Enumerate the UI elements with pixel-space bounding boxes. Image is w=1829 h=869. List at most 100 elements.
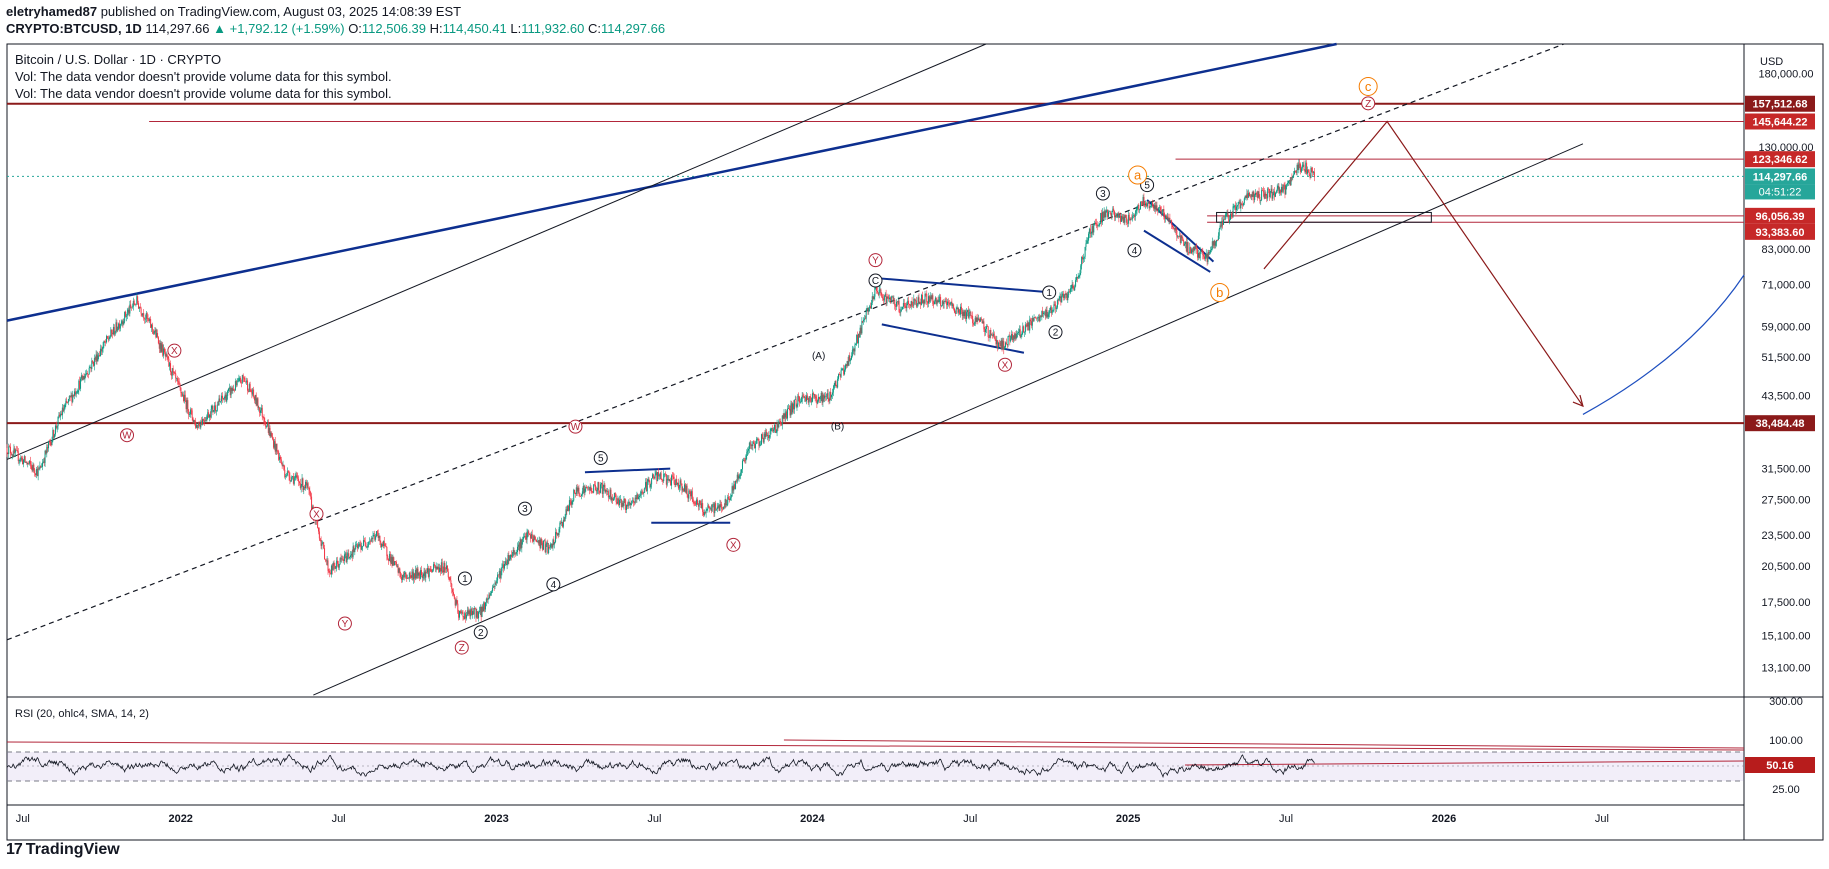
candle-309 xyxy=(273,439,275,450)
candle-body xyxy=(80,378,82,389)
candle-body xyxy=(981,320,983,324)
candle-721 xyxy=(630,502,632,509)
candle-1279 xyxy=(1113,206,1115,215)
elliott-label-15: C xyxy=(868,273,883,288)
candle-body xyxy=(355,544,357,550)
candle-1214 xyxy=(1056,298,1058,310)
candle-body xyxy=(694,502,696,504)
candle-1274 xyxy=(1108,210,1110,212)
candle-543 xyxy=(476,608,478,619)
candle-1373 xyxy=(1194,244,1196,254)
candle-549 xyxy=(481,604,483,618)
candle-body xyxy=(1070,288,1072,289)
candle-1506 xyxy=(1309,173,1311,180)
candle-1149 xyxy=(1000,337,1002,350)
candle-528 xyxy=(463,615,465,620)
price-axis[interactable]: 180,000.00130,000.0083,000.0071,000.0059… xyxy=(1758,68,1813,674)
candle-1335 xyxy=(1161,209,1163,216)
candle-body xyxy=(741,460,743,470)
candle-body xyxy=(641,491,643,493)
candle-body xyxy=(484,602,486,610)
tradingview-logo[interactable]: 17 TradingView xyxy=(6,841,120,859)
candle-461 xyxy=(405,571,407,580)
candle-1153 xyxy=(1004,345,1006,351)
candle-482 xyxy=(423,567,425,580)
candle-body xyxy=(735,480,737,482)
candle-1218 xyxy=(1060,293,1062,306)
candle-body xyxy=(536,539,538,542)
candle-256 xyxy=(228,387,230,393)
candle-body xyxy=(169,363,171,367)
candle-body xyxy=(590,486,592,492)
candle-body xyxy=(1309,175,1311,178)
candle-259 xyxy=(230,385,232,399)
candle-951 xyxy=(829,391,831,404)
candle-184 xyxy=(165,351,167,358)
candle-body xyxy=(898,301,900,312)
time-axis[interactable]: Jul 2022 Jul 2023 Jul 2024 Jul 2025 Jul 2026 Jul xyxy=(16,813,1609,825)
candle-body xyxy=(265,423,267,427)
candle-body xyxy=(673,476,675,484)
candle-body xyxy=(609,489,611,497)
candle-body xyxy=(329,572,331,574)
candle-body xyxy=(665,474,667,485)
candle-825 xyxy=(720,500,722,508)
candle-body xyxy=(401,577,403,580)
candle-794 xyxy=(693,500,695,507)
candle-178 xyxy=(160,340,162,354)
candle-400 xyxy=(352,542,354,559)
candle-107 xyxy=(99,351,101,357)
candle-body xyxy=(802,395,804,397)
candle-1287 xyxy=(1120,212,1122,225)
candle-body xyxy=(1236,206,1238,211)
candle-1100 xyxy=(958,307,960,316)
candle-117 xyxy=(107,335,109,343)
candle-646 xyxy=(565,506,567,519)
author-name[interactable]: eletryhamed87 xyxy=(6,4,98,19)
candle-185 xyxy=(166,353,168,361)
candle-body xyxy=(392,557,394,566)
candle-1137 xyxy=(990,327,992,339)
candle-body xyxy=(648,479,650,482)
candle-body xyxy=(375,531,377,537)
candle-body xyxy=(297,476,299,479)
candle-570 xyxy=(499,568,501,583)
candle-395 xyxy=(348,549,350,560)
candle-body xyxy=(386,547,388,557)
candle-body xyxy=(267,423,269,433)
candle-body xyxy=(744,460,746,461)
candle-body xyxy=(693,502,695,504)
candle-body xyxy=(354,549,356,553)
candle-95 xyxy=(88,365,90,375)
candle-body xyxy=(1075,280,1077,287)
candle-body xyxy=(1064,294,1066,295)
candle-365 xyxy=(322,541,324,545)
candle-90 xyxy=(84,373,86,383)
candle-544 xyxy=(477,610,479,620)
candle-body xyxy=(541,539,543,543)
candle-834 xyxy=(728,493,730,501)
candle-body xyxy=(767,435,769,439)
candle-72 xyxy=(68,395,70,402)
candle-body xyxy=(889,297,891,301)
candle-845 xyxy=(737,472,739,481)
candle-body xyxy=(743,459,745,461)
candle-body xyxy=(734,484,736,489)
candle-171 xyxy=(154,326,156,335)
candle-1436 xyxy=(1249,191,1251,197)
candle-673 xyxy=(588,486,590,495)
elliott-label-text: 3 xyxy=(522,504,528,515)
candle-390 xyxy=(343,550,345,565)
candle-body xyxy=(959,309,961,315)
candle-body xyxy=(806,395,808,400)
candle-body xyxy=(804,397,806,399)
candle-body xyxy=(418,572,420,576)
candle-8 xyxy=(13,444,15,458)
chart-legend-title[interactable]: Bitcoin / U.S. Dollar · 1D · CRYPTO xyxy=(15,52,222,67)
candle-body xyxy=(159,343,161,349)
candle-499 xyxy=(438,563,440,573)
candle-body xyxy=(1249,192,1251,197)
candle-137 xyxy=(125,310,127,318)
candle-909 xyxy=(793,400,795,414)
